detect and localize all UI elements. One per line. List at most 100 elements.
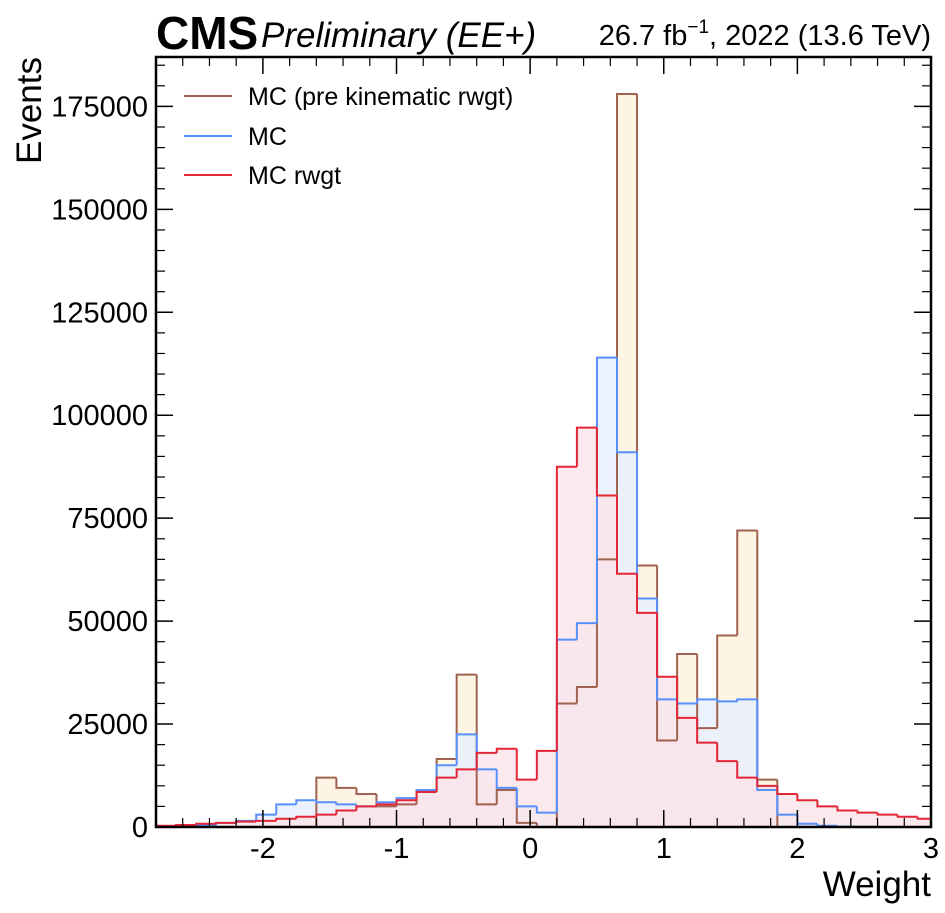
bin-mc-28 <box>716 699 738 703</box>
x-tick-label: -1 <box>384 833 410 865</box>
legend-label-mc-pre: MC (pre kinematic rwgt) <box>248 83 513 111</box>
x-tick-label: 2 <box>789 833 805 865</box>
bin-mc-pre-kinematic-rwgt-9 <box>335 777 357 789</box>
bin-mc-pre-kinematic-rwgt-8 <box>315 776 337 827</box>
axis-ticks <box>156 57 932 828</box>
y-tick-label: 50000 <box>67 606 148 638</box>
bin-mc-pre-kinematic-rwgt-21 <box>575 686 597 704</box>
fill-mc-pre-kinematic-rwgt <box>156 94 931 827</box>
x-axis-title: Weight <box>823 865 932 904</box>
bin-mc-rwgt-5 <box>255 819 277 822</box>
bin-mc-rwgt-38 <box>916 816 931 820</box>
bin-mc-pre-kinematic-rwgt-29 <box>736 529 758 636</box>
bin-mc-rwgt-37 <box>896 814 918 818</box>
x-tick-label: 0 <box>522 833 538 865</box>
bin-mc-rwgt-16 <box>475 751 497 770</box>
bin-mc-9 <box>335 802 357 806</box>
y-tick-label: 75000 <box>67 503 148 535</box>
bin-mc-rwgt-8 <box>315 813 337 817</box>
bin-mc-6 <box>275 803 297 815</box>
bin-mc-rwgt-20 <box>555 465 577 751</box>
bin-mc-19 <box>535 806 557 814</box>
bin-mc-2 <box>195 823 217 826</box>
bin-mc-5 <box>255 813 277 821</box>
tick-labels: -2 -1 0 1 2 3 0 25000 50000 75000 100000 125000 1500… <box>51 91 939 865</box>
lumi-label: 26.7 fb−1, 2022 (13.6 TeV) <box>599 17 931 52</box>
bin-mc-pre-kinematic-rwgt-28 <box>716 634 738 729</box>
bin-mc-rwgt-32 <box>796 794 818 802</box>
legend-label-mc-rwgt: MC rwgt <box>248 162 341 190</box>
bin-mc-rwgt-12 <box>395 799 417 805</box>
bin-mc-30 <box>756 699 778 791</box>
bin-mc-16 <box>475 734 497 771</box>
bin-mc-rwgt-9 <box>335 809 357 815</box>
bin-mc-7 <box>295 799 317 805</box>
fill-mc <box>156 357 931 827</box>
series-fills <box>156 94 931 827</box>
bin-mc-rwgt-10 <box>355 805 377 811</box>
bin-mc-rwgt-26 <box>676 676 698 719</box>
y-tick-label: 100000 <box>51 400 148 432</box>
bin-mc-rwgt-28 <box>716 742 738 763</box>
bin-mc-rwgt-18 <box>515 748 537 781</box>
bin-mc-rwgt-15 <box>455 768 477 778</box>
x-tick-label: 1 <box>656 833 672 865</box>
bin-mc-8 <box>315 800 337 804</box>
y-tick-label: 175000 <box>51 91 148 123</box>
bin-mc-27 <box>696 698 718 704</box>
bin-mc-rwgt-25 <box>656 612 678 678</box>
y-tick-label: 0 <box>132 812 148 844</box>
bin-mc-rwgt-34 <box>836 806 858 812</box>
bin-mc-rwgt-11 <box>375 803 397 807</box>
legend-label-mc: MC <box>248 123 287 151</box>
bin-mc-pre-kinematic-rwgt-30 <box>756 530 778 781</box>
y-tick-label: 125000 <box>51 297 148 329</box>
bin-mc-pre-kinematic-rwgt-17 <box>495 788 517 805</box>
status-label: Preliminary (EE+) <box>261 16 536 55</box>
bin-mc-rwgt-22 <box>595 427 617 497</box>
series-steps <box>155 93 932 828</box>
bin-mc-pre-kinematic-rwgt-24 <box>636 94 658 567</box>
fill-mc-rwgt <box>156 427 931 827</box>
bin-mc-pre-kinematic-rwgt-15 <box>455 673 477 760</box>
lumi-suffix: , 2022 (13.6 TeV) <box>709 20 931 52</box>
plot-frame <box>154 55 933 829</box>
bin-mc-rwgt-35 <box>856 810 878 814</box>
bin-mc-rwgt-36 <box>876 812 898 816</box>
x-tick-label: 3 <box>923 833 939 865</box>
bin-mc-rwgt-7 <box>295 815 317 819</box>
bin-mc-rwgt-13 <box>415 791 437 801</box>
bin-mc-pre-kinematic-rwgt-10 <box>355 787 377 796</box>
bin-mc-21 <box>575 622 597 640</box>
bin-mc-rwgt-29 <box>736 761 758 779</box>
bin-mc-rwgt-3 <box>215 821 237 824</box>
x-tick-label: -2 <box>250 833 276 865</box>
lumi-exponent: −1 <box>687 17 709 38</box>
bin-mc-rwgt-23 <box>615 495 638 575</box>
cms-label: CMS <box>156 7 258 59</box>
bin-mc-23 <box>615 357 638 454</box>
bin-mc-rwgt-21 <box>575 426 597 467</box>
series-mc-pre-kinematic-rwgt <box>156 93 931 828</box>
bin-mc-rwgt-31 <box>776 785 798 796</box>
lumi-value: 26.7 fb <box>599 20 688 52</box>
bin-mc-rwgt-1 <box>175 823 197 826</box>
bin-mc-rwgt-14 <box>435 776 457 792</box>
bin-mc-rwgt-27 <box>696 717 718 744</box>
bin-mc-rwgt-30 <box>756 777 778 787</box>
y-tick-label: 150000 <box>51 194 148 226</box>
bin-mc-22 <box>595 356 617 624</box>
bin-mc-29 <box>736 698 758 702</box>
bin-mc-rwgt-24 <box>636 573 658 614</box>
legend: MC (pre kinematic rwgt) MC MC rwgt <box>184 83 513 190</box>
bin-mc-rwgt-17 <box>495 747 517 753</box>
bin-mc-17 <box>495 769 517 789</box>
bin-mc-pre-kinematic-rwgt-16 <box>475 674 497 806</box>
bin-mc-15 <box>455 733 477 766</box>
bin-mc-31 <box>776 789 798 816</box>
y-tick-label: 25000 <box>67 709 148 741</box>
bin-mc-18 <box>515 787 537 808</box>
y-axis-title: Events <box>10 57 49 164</box>
bin-mc-rwgt-33 <box>816 800 838 808</box>
